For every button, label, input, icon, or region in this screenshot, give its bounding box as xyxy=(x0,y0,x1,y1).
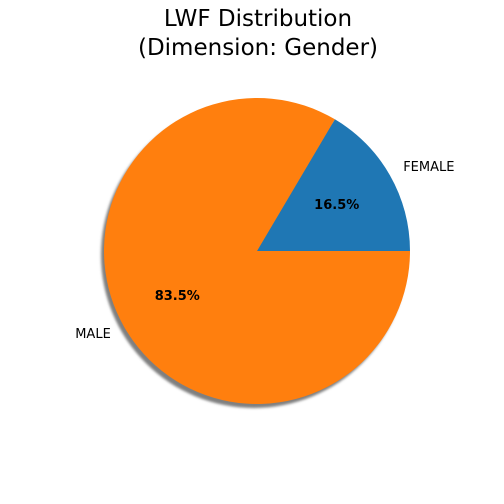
percent-label-female: 16.5% xyxy=(314,198,359,213)
pie-slices xyxy=(104,98,411,405)
chart-title-line-2: (Dimension: Gender) xyxy=(138,35,378,61)
category-label-male: MALE xyxy=(75,327,111,342)
percent-label-male: 83.5% xyxy=(155,289,200,304)
chart-title-line-1: LWF Distribution xyxy=(164,6,352,32)
pie-labels: FEMALE 16.5% MALE 83.5% xyxy=(75,160,454,342)
pie-slice-male xyxy=(104,98,411,405)
pie-slice-female xyxy=(257,119,410,251)
category-label-female: FEMALE xyxy=(403,160,454,175)
